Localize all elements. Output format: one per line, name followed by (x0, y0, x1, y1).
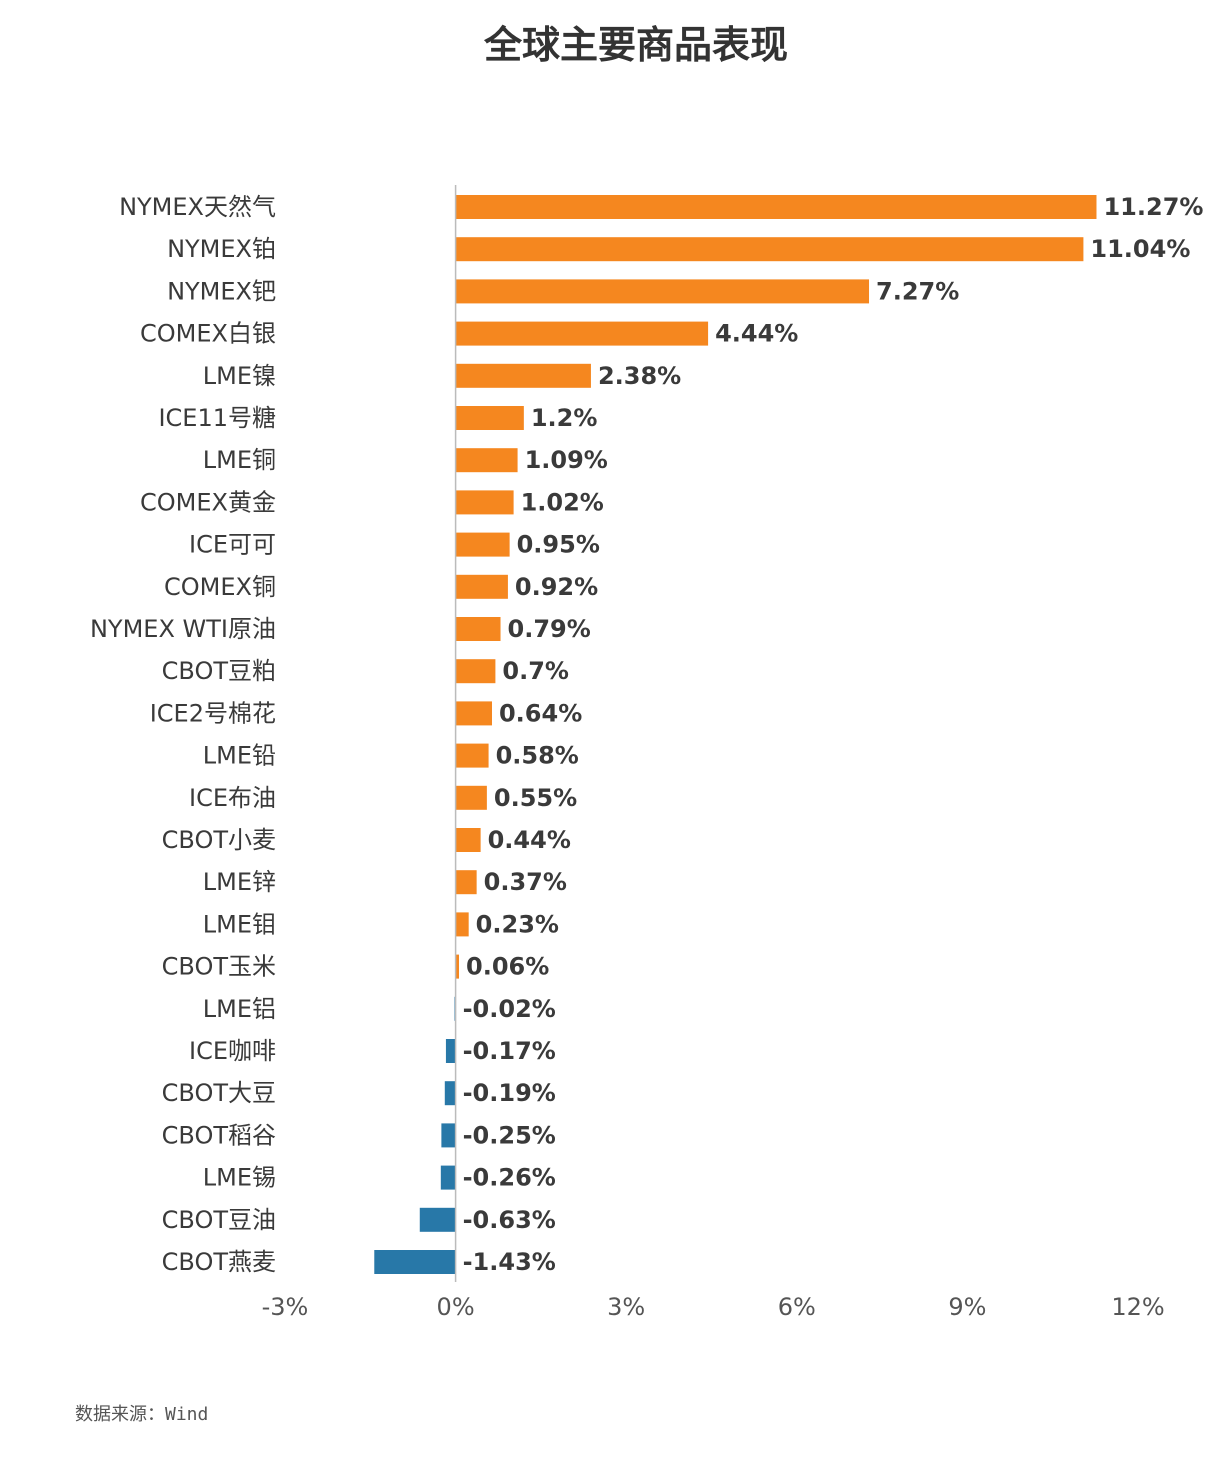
value-label: 0.06% (466, 953, 549, 981)
x-tick-label: 3% (607, 1293, 645, 1321)
value-label: -0.17% (463, 1037, 556, 1065)
bar (444, 1081, 456, 1106)
bar (455, 406, 524, 430)
bar (455, 954, 460, 979)
value-label: -0.25% (463, 1121, 556, 1149)
bar (445, 1039, 456, 1063)
bar (455, 659, 496, 684)
bar (455, 701, 492, 726)
bar (455, 363, 591, 388)
category-label: CBOT小麦 (162, 826, 276, 854)
category-label: CBOT燕麦 (162, 1248, 276, 1276)
value-label: 0.79% (508, 615, 591, 643)
bar (455, 912, 469, 937)
bar (455, 574, 508, 599)
category-label: LME锡 (203, 1164, 276, 1192)
chart-title: 全球主要商品表现 (483, 23, 788, 67)
value-label: 0.44% (488, 826, 571, 854)
category-label: NYMEX天然气 (119, 193, 276, 221)
value-label: 0.37% (484, 868, 567, 896)
category-label: LME镍 (203, 362, 276, 390)
category-label: CBOT稻谷 (162, 1121, 276, 1149)
value-labels: 11.27% 11.04% 7.27% 4.44% 2.38%1.2% 1.09% 1.02… (463, 193, 1204, 1276)
value-label: 0.95% (517, 531, 600, 559)
category-label: COMEX铜 (164, 573, 276, 601)
value-label: 11.04% (1090, 235, 1190, 263)
value-label: 0.55% (494, 784, 577, 812)
bar (455, 532, 510, 557)
x-tick-label: 6% (778, 1293, 816, 1321)
bar (419, 1207, 456, 1232)
x-tick-label: -3% (262, 1293, 309, 1321)
value-label: 11.27% (1103, 193, 1203, 221)
bar (455, 321, 709, 346)
category-label: ICE11号糖 (158, 404, 276, 432)
value-label: 1.02% (521, 488, 604, 516)
value-label: -0.63% (463, 1206, 556, 1234)
category-label: LME钼 (203, 910, 276, 938)
value-label: 1.2% (531, 404, 598, 432)
category-label: COMEX白银 (140, 320, 276, 348)
bar (455, 237, 1084, 262)
bar (455, 743, 489, 768)
category-label: NYMEX WTI原油 (90, 615, 276, 643)
bar (441, 1123, 456, 1148)
category-label: ICE咖啡 (189, 1037, 276, 1065)
category-label: CBOT大豆 (162, 1079, 276, 1107)
value-label: 2.38% (598, 362, 681, 390)
category-label: ICE布油 (189, 784, 276, 812)
x-axis-ticks: -3% 0% 3% 6% 9% 12% (262, 1293, 1165, 1321)
bar (455, 870, 477, 895)
category-labels: NYMEX天然气 NYMEX铂 NYMEX钯 COMEX白银 LME镍 ICE11号糖 LM… (90, 193, 276, 1276)
bar (455, 785, 487, 810)
value-label: 0.7% (502, 657, 569, 685)
value-label: -0.19% (463, 1079, 556, 1107)
bar (455, 617, 501, 641)
category-label: LME锌 (203, 868, 276, 896)
bars-layer (374, 195, 1097, 1274)
category-label: LME铜 (203, 446, 276, 474)
value-label: -0.26% (463, 1164, 556, 1192)
bar (455, 490, 514, 515)
category-label: CBOT豆油 (162, 1206, 276, 1234)
value-label: 0.92% (515, 573, 598, 601)
category-label: ICE可可 (189, 531, 276, 559)
category-label: CBOT玉米 (162, 953, 276, 981)
bar (455, 448, 518, 473)
data-source-note: 数据来源：Wind (75, 1404, 209, 1425)
bar (455, 195, 1097, 219)
bar (455, 279, 870, 304)
category-label: LME铅 (203, 742, 276, 770)
category-label: CBOT豆粕 (162, 657, 276, 685)
category-label: NYMEX钯 (167, 277, 276, 305)
value-label: 4.44% (715, 320, 798, 348)
bar (455, 828, 481, 852)
value-label: 0.64% (499, 699, 582, 727)
x-tick-label: 0% (437, 1293, 475, 1321)
value-label: -0.02% (463, 995, 556, 1023)
bar (374, 1250, 456, 1274)
bar (440, 1165, 456, 1190)
x-tick-label: 9% (948, 1293, 986, 1321)
category-label: COMEX黄金 (140, 488, 276, 516)
category-label: NYMEX铂 (167, 235, 276, 263)
value-label: 1.09% (525, 446, 608, 474)
x-tick-label: 12% (1111, 1293, 1164, 1321)
value-label: 7.27% (876, 277, 959, 305)
category-label: ICE2号棉花 (150, 699, 276, 727)
value-label: -1.43% (463, 1248, 556, 1276)
value-label: 0.58% (496, 742, 579, 770)
value-label: 0.23% (476, 910, 559, 938)
category-label: LME铝 (203, 995, 276, 1023)
